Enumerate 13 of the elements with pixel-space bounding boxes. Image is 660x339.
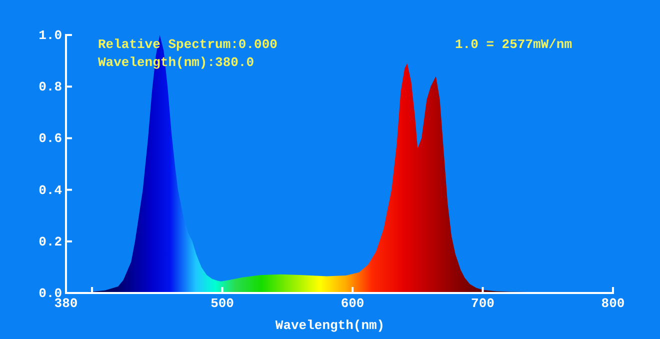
- y-tick-label: 0.8: [38, 80, 62, 95]
- y-tick-label: 1.0: [38, 28, 62, 43]
- y-tick-label: 0.4: [38, 182, 62, 198]
- annotation: 1.0 = 2577mW/nm: [455, 37, 572, 52]
- annotation: Wavelength(nm):380.0: [98, 55, 254, 70]
- annotation: Relative Spectrum:0.000: [98, 37, 278, 52]
- x-tick-label: 600: [340, 296, 364, 311]
- x-tick-label: 800: [601, 296, 625, 311]
- x-axis-title: Wavelength(nm): [274, 318, 386, 333]
- y-tick-label: 0.6: [38, 131, 62, 146]
- x-tick-label: 500: [210, 296, 234, 311]
- x-tick-label: 700: [471, 296, 495, 311]
- y-tick-label: 0.2: [38, 234, 62, 250]
